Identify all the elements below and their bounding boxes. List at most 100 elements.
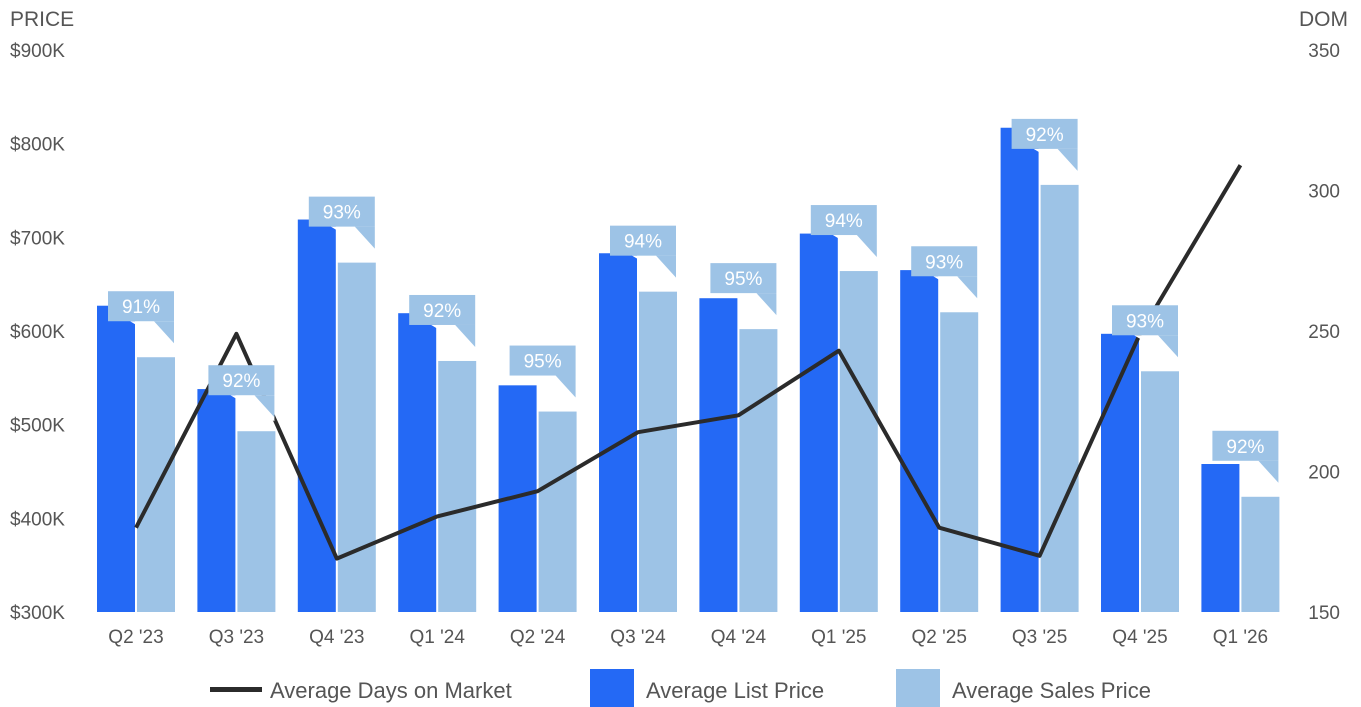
callout-box: [509, 345, 576, 376]
sales-price-bar: [639, 291, 677, 612]
list-price-bar: [97, 305, 135, 612]
ratio-callout: 95%: [509, 345, 576, 402]
callout-pointer-shade: [455, 324, 476, 347]
left-tick-label: $400K: [10, 509, 65, 530]
ratio-callout: 92%: [1212, 430, 1279, 487]
ratio-callout: 94%: [810, 205, 877, 262]
ratio-labels: 91% 92% 93% 92% 95% 94% 95% 94% 93% 92% 93% 92%: [108, 118, 1279, 487]
ratio-label: 92%: [1026, 125, 1064, 146]
legend-label: Average List Price: [646, 678, 824, 703]
ratio-label: 94%: [624, 232, 662, 253]
ratio-callout: 94%: [610, 225, 676, 282]
right-tick-label: 150: [1308, 603, 1340, 624]
ratio-label: 91%: [122, 297, 160, 318]
legend-box-swatch: [590, 669, 634, 707]
ratio-label: 92%: [1226, 437, 1264, 458]
list-price-bar: [1000, 127, 1039, 612]
x-tick-label: Q4 '25: [1112, 627, 1167, 648]
sales-price-bar: [1040, 184, 1079, 612]
ratio-callout: 91%: [108, 291, 174, 348]
callout-pointer-shade: [656, 255, 676, 278]
left-tick-label: $500K: [10, 416, 65, 437]
x-tick-label: Q3 '25: [1012, 627, 1067, 648]
dom-line-path: [134, 164, 1243, 561]
ratio-callout: 92%: [1011, 118, 1078, 175]
x-tick-label: Q2 '24: [510, 627, 566, 648]
left-axis-ticks: $300K $400K $500K $600K $700K $800K $900K: [10, 41, 65, 624]
sales-price-bar: [237, 431, 276, 612]
callout-box: [911, 246, 978, 277]
callout-pointer-shade: [1258, 460, 1279, 483]
legend-item: Average List Price: [590, 669, 824, 707]
callout-box: [108, 291, 174, 322]
ratio-callout: 92%: [208, 365, 275, 422]
x-tick-label: Q2 '25: [912, 627, 967, 648]
x-tick-label: Q4 '24: [711, 627, 767, 648]
callout-box: [710, 263, 777, 294]
sales-price-bar: [337, 262, 376, 612]
list-price-bar: [297, 219, 336, 612]
callout-box: [1011, 118, 1078, 149]
legend-line-swatch: [210, 687, 262, 692]
left-tick-label: $300K: [10, 603, 65, 624]
callout-pointer-shade: [856, 235, 877, 258]
x-tick-label: Q2 '23: [108, 627, 163, 648]
x-tick-label: Q1 '25: [811, 627, 866, 648]
ratio-label: 95%: [524, 352, 562, 373]
callout-pointer-shade: [154, 321, 174, 344]
sales-price-bar: [538, 411, 577, 612]
callout-pointer-shade: [555, 375, 576, 398]
right-tick-label: 350: [1308, 41, 1340, 62]
list-price-bar: [699, 298, 738, 612]
right-tick-label: 250: [1308, 322, 1340, 343]
callout-pointer-shade: [1057, 148, 1078, 171]
list-price-bar: [398, 313, 437, 612]
list-price-bar: [1201, 464, 1240, 612]
ratio-label: 93%: [925, 252, 963, 273]
callout-box: [1112, 305, 1178, 336]
ratio-callout: 93%: [308, 196, 375, 253]
x-axis-ticks: Q2 '23 Q3 '23 Q4 '23 Q1 '24 Q2 '24 Q3 '24 Q4 '…: [108, 627, 1268, 648]
x-tick-label: Q3 '23: [209, 627, 264, 648]
callout-pointer-shade: [957, 276, 978, 299]
ratio-callout: 93%: [1112, 305, 1178, 362]
legend-label: Average Sales Price: [952, 678, 1151, 703]
sales-price-bar: [739, 329, 778, 612]
list-price-bar: [900, 270, 939, 612]
ratio-callout: 93%: [911, 246, 978, 303]
callout-box: [1212, 430, 1279, 461]
left-tick-label: $800K: [10, 135, 65, 156]
ratio-label: 94%: [825, 211, 863, 232]
sales-price-bar: [839, 271, 878, 612]
dom-line: [134, 164, 1243, 561]
bars: [97, 127, 1280, 613]
right-tick-label: 200: [1308, 463, 1340, 484]
callout-box: [409, 294, 476, 325]
callout-box: [208, 365, 275, 396]
x-tick-label: Q1 '26: [1213, 627, 1268, 648]
left-axis-title: PRICE: [10, 8, 74, 31]
axes: PRICE DOM $300K $400K $500K $600K $700K $800K…: [10, 8, 1348, 648]
sales-price-bar: [940, 312, 979, 612]
callout-pointer-shade: [354, 226, 375, 249]
x-tick-label: Q3 '24: [610, 627, 666, 648]
left-tick-label: $900K: [10, 41, 65, 62]
sales-price-bar: [137, 357, 175, 612]
sales-price-bar: [438, 360, 477, 612]
right-axis-ticks: 150 200 250 300 350: [1308, 41, 1340, 624]
callout-box: [610, 225, 676, 256]
ratio-label: 93%: [1126, 311, 1164, 332]
right-tick-label: 300: [1308, 182, 1340, 203]
legend-box-swatch: [896, 669, 940, 707]
callout-box: [308, 196, 375, 227]
x-tick-label: Q1 '24: [410, 627, 466, 648]
right-axis-title: DOM: [1299, 8, 1348, 31]
list-price-bar: [799, 233, 838, 612]
legend-item: Average Sales Price: [896, 669, 1151, 707]
x-tick-label: Q4 '23: [309, 627, 364, 648]
ratio-label: 93%: [323, 203, 361, 224]
ratio-callout: 92%: [409, 294, 476, 351]
legend-label: Average Days on Market: [270, 678, 512, 703]
legend-item: Average Days on Market: [210, 678, 512, 703]
